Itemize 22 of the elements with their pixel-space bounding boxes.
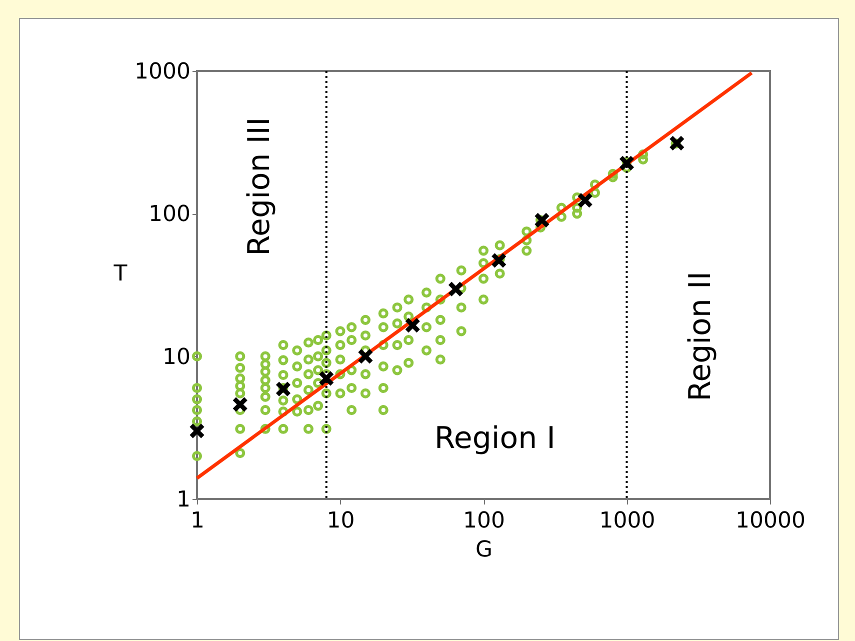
- point: [448, 281, 464, 298]
- point: [534, 212, 550, 228]
- point: [577, 192, 594, 208]
- x-tick-label: 100: [463, 508, 505, 534]
- annotation: Region I: [434, 421, 556, 456]
- point: [189, 422, 205, 439]
- x-tick-label: 10: [326, 508, 355, 534]
- x-tick-label: 10000: [736, 508, 806, 534]
- y-tick-label: 10: [162, 344, 190, 370]
- y-tick-label: 1000: [134, 60, 190, 84]
- point: [232, 396, 248, 412]
- point: [318, 370, 334, 386]
- point: [490, 252, 507, 268]
- x-tick-label: 1000: [599, 508, 656, 534]
- y-tick-label: 1: [176, 488, 190, 512]
- annotation: Region II: [683, 271, 718, 402]
- point: [404, 317, 421, 334]
- annotation: Region III: [242, 117, 278, 256]
- y-axis-title: T: [112, 262, 128, 286]
- x-axis-title: G: [475, 538, 493, 562]
- y-tick-label: 100: [148, 202, 190, 228]
- point: [275, 381, 292, 397]
